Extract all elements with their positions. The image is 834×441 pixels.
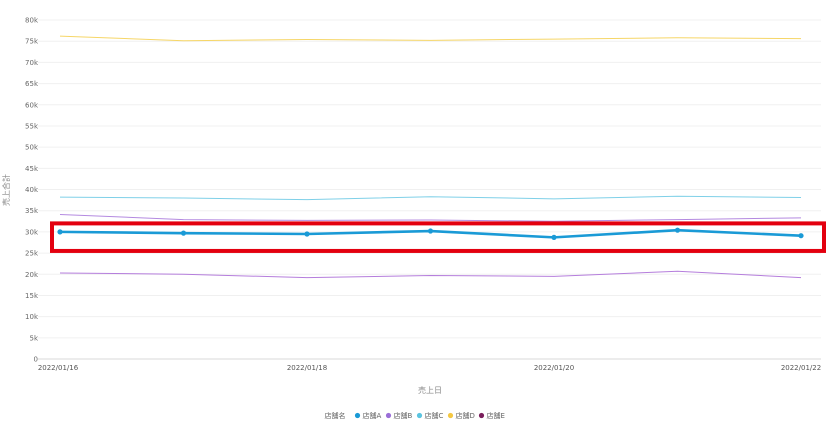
highlight-layer: [50, 221, 826, 253]
x-axis-title: 売上日: [418, 385, 442, 395]
y-tick-label: 45k: [25, 165, 39, 173]
data-point: [57, 229, 63, 235]
y-tick-label: 25k: [25, 250, 39, 258]
y-tick-label: 5k: [29, 334, 38, 342]
legend-label: 店舗E: [487, 411, 505, 420]
y-tick-label: 75k: [25, 38, 39, 46]
series-line: [59, 214, 802, 222]
legend-marker: [385, 412, 392, 419]
data-point: [551, 234, 557, 240]
legend-item: 店舗B: [385, 411, 413, 420]
y-tick-label: 65k: [25, 80, 39, 88]
y-tick-label: 70k: [25, 59, 39, 67]
series-line: [59, 270, 802, 279]
y-tick-label: 15k: [25, 292, 39, 300]
data-point: [674, 227, 681, 233]
legend: 店舗名 店舗A 店舗B 店舗C 店舗D 店舗E: [325, 411, 505, 420]
data-point: [798, 233, 804, 239]
y-tick-label: 35k: [25, 207, 39, 215]
x-tick-label: 2022/01/22: [781, 364, 821, 372]
x-tick-label: 2022/01/18: [287, 364, 327, 372]
y-tick-label: 60k: [25, 101, 39, 109]
data-point: [180, 230, 187, 236]
legend-marker: [354, 412, 361, 419]
legend-item: 店舗D: [447, 411, 475, 420]
legend-title: 店舗名: [325, 411, 346, 420]
legend-label: 店舗C: [425, 411, 444, 420]
legend-item: 店舗C: [416, 411, 444, 420]
x-tick-label: 2022/01/20: [534, 364, 574, 372]
x-tick-label: 2022/01/16: [38, 364, 79, 372]
series-line: [59, 195, 802, 201]
y-axis-title: 売上合計: [1, 174, 11, 206]
legend-marker: [447, 412, 454, 419]
y-tick-label: 55k: [25, 122, 39, 130]
y-tick-label: 80k: [25, 17, 39, 25]
y-tick-label: 30k: [25, 228, 39, 236]
highlight-box: [50, 221, 826, 253]
data-point: [304, 231, 310, 237]
legend-marker: [478, 412, 485, 419]
legend-label: 店舗A: [363, 411, 382, 420]
data-point: [427, 228, 434, 234]
y-tick-label: 40k: [25, 186, 39, 194]
legend-label: 店舗D: [456, 411, 475, 420]
legend-marker: [416, 412, 423, 419]
y-tick-label: 0: [34, 356, 38, 364]
grid-layer: [38, 19, 821, 360]
legend-item: 店舗E: [478, 411, 505, 420]
y-axis-ticks: 0 5k 10k 15k 20k 25k 30k 35k 40k 45k 50k 55k 60k 65k 7…: [25, 17, 39, 364]
y-tick-label: 10k: [25, 313, 39, 321]
legend-item: 店舗A: [354, 411, 382, 420]
legend-label: 店舗B: [394, 411, 413, 420]
y-tick-label: 50k: [25, 144, 39, 152]
y-tick-label: 20k: [25, 271, 39, 279]
series-line: [59, 35, 802, 42]
x-axis-ticks: 2022/01/16 2022/01/18 2022/01/20 2022/01/22: [38, 364, 821, 372]
series-layer: [57, 35, 804, 279]
